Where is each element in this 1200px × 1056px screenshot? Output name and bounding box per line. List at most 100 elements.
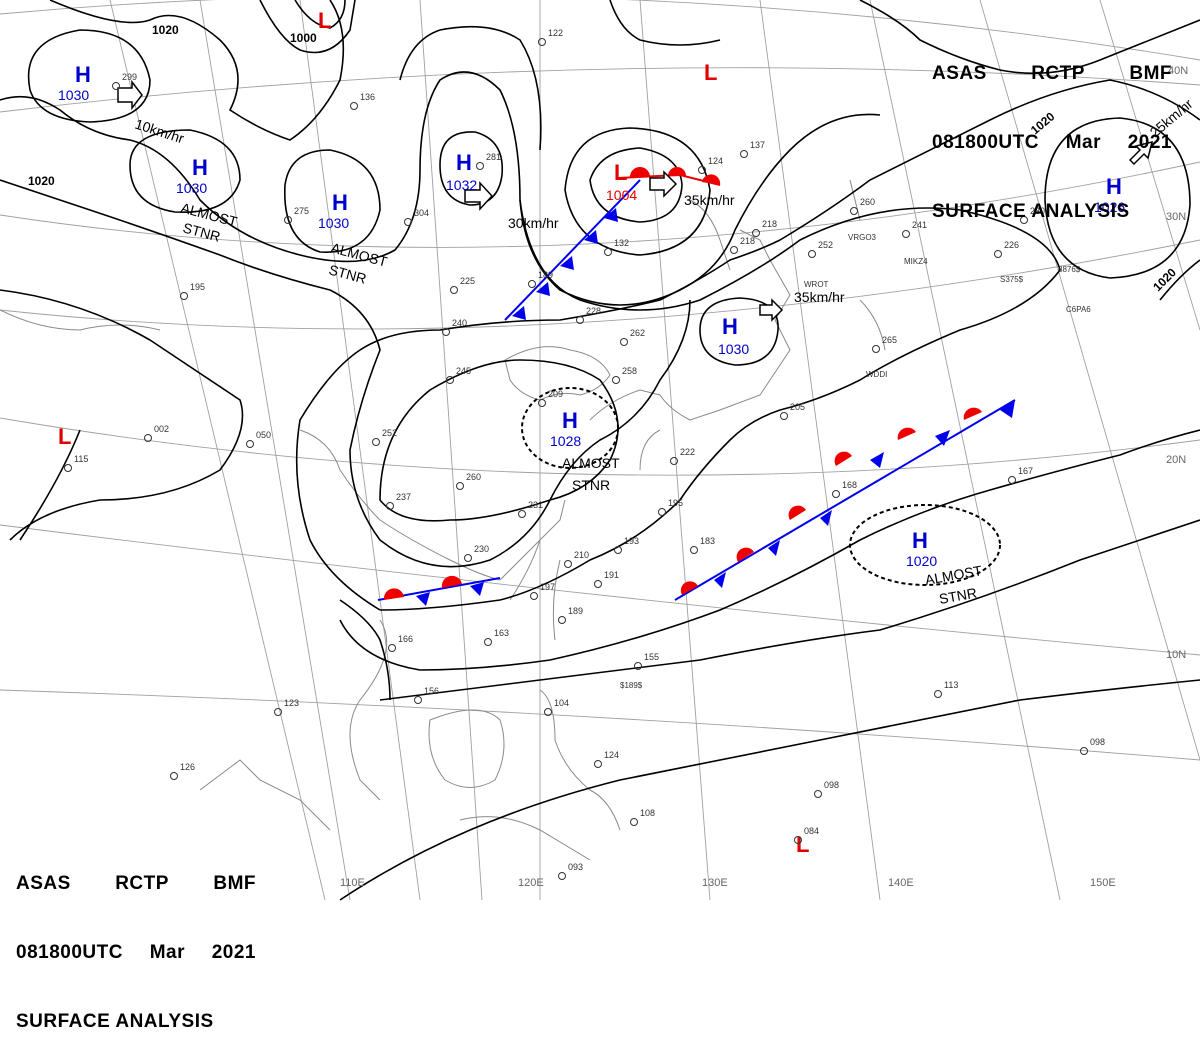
coastlines [0, 179, 886, 861]
station-circle [456, 482, 464, 490]
station-pressure: 275 [294, 206, 309, 216]
station-circle [808, 250, 816, 258]
station-pressure: 050 [256, 430, 271, 440]
station-circle [518, 510, 526, 518]
high-center-value: 1026 [1094, 199, 1125, 215]
high-center-letter: H [722, 314, 738, 339]
station-circle [442, 328, 450, 336]
station-pressure: 252 [818, 240, 833, 250]
station-circle [794, 836, 802, 844]
station-pressure: 108 [640, 808, 655, 818]
station-pressure: 166 [398, 634, 413, 644]
station-pressure: 132 [614, 238, 629, 248]
low-center-letter: L [614, 160, 627, 185]
station-pressure: 155 [644, 652, 659, 662]
station-pressure: 191 [604, 570, 619, 580]
station-circle [350, 102, 358, 110]
lat-label-30n: 30N [1166, 211, 1186, 223]
station-pressure: 195 [190, 282, 205, 292]
station-pressure: 222 [680, 447, 695, 457]
station-pressure: 168 [842, 480, 857, 490]
stnr-label: STNR [938, 585, 978, 607]
station-pressure: 124 [604, 750, 619, 760]
station-pressure: 281 [486, 152, 501, 162]
station-circle [902, 230, 910, 238]
station-pressure: 193 [624, 536, 639, 546]
lat-lon-grid [0, 0, 1200, 901]
valid-time: 081800UTC [16, 942, 123, 963]
dashed-isobars [521, 387, 1001, 586]
month: Mar [1065, 132, 1101, 153]
center-code: RCTP [115, 873, 169, 894]
station-pressure: 241 [912, 220, 927, 230]
station-pressure: 189 [568, 606, 583, 616]
station-pressure: 195 [668, 498, 683, 508]
station-circle [612, 376, 620, 384]
high-center-value: 1028 [550, 433, 581, 449]
station-circle [274, 708, 282, 716]
station-circle [530, 592, 538, 600]
low-center-letter: L [704, 60, 717, 85]
station-pressure: 240 [452, 318, 467, 328]
surface-analysis-map: 110E 120E 130E 140E 150E 40N 30N 20N 10N… [0, 0, 1200, 901]
station-id: WROT [804, 280, 829, 289]
station-circle [246, 440, 254, 448]
station-circle [558, 872, 566, 880]
station-pressure: 228 [586, 306, 601, 316]
station-pressure: 126 [180, 762, 195, 772]
station-pressure: 218 [762, 219, 777, 229]
time-line: 081800UTC Mar 2021 [932, 131, 1172, 154]
station-pressure: 299 [122, 72, 137, 82]
valid-time: 081800UTC [932, 132, 1039, 153]
station-pressure: 113 [944, 680, 958, 690]
station-pressure: 226 [1004, 240, 1019, 250]
high-center-letter: H [562, 408, 578, 433]
pressure-centers: H 1030 H 1030 H 1030 H 1032 H 1030 H 102… [58, 8, 1125, 857]
station-pressure: 225 [460, 276, 475, 286]
high-center-letter: H [912, 528, 928, 553]
station-circle [690, 546, 698, 554]
high-center-letter: H [332, 190, 348, 215]
station-id: 8876$ [1058, 265, 1081, 274]
station-id: VRGO3 [848, 233, 877, 242]
station-pressure: 183 [700, 536, 715, 546]
time-line: 081800UTC Mar 2021 [16, 941, 256, 964]
station-pressure: 104 [554, 698, 569, 708]
station-pressure: 258 [622, 366, 637, 376]
isobar-label: 1020 [28, 174, 55, 188]
station-id: MIKZ4 [904, 257, 928, 266]
station-circle [780, 412, 788, 420]
station-circle [144, 434, 152, 442]
high-center-value: 1030 [718, 341, 749, 357]
lon-label-140e: 140E [888, 877, 914, 889]
station-id: C6PA6 [1066, 305, 1091, 314]
almost-label: ALMOST [562, 455, 620, 471]
center-code: RCTP [1031, 63, 1085, 84]
low-center-letter: L [318, 8, 331, 33]
lat-label-10n: 10N [1166, 649, 1186, 661]
station-pressure: 260 [860, 197, 875, 207]
station-circle [538, 399, 546, 407]
station-circle [538, 38, 546, 46]
station-circle [464, 554, 472, 562]
high-center-value: 1030 [58, 87, 89, 103]
station-circle [1008, 476, 1016, 484]
agency-code: ASAS [932, 63, 987, 84]
station-circle [934, 690, 942, 698]
station-plots: 299 304 225 240 245 252 237 230 260 231 210 197 189 1… [64, 28, 1105, 880]
station-circle [1080, 747, 1088, 755]
station-circle [752, 229, 760, 237]
station-pressure: 262 [630, 328, 645, 338]
station-pressure: 260 [466, 472, 481, 482]
station-pressure: 084 [804, 826, 819, 836]
station-circle [994, 250, 1002, 258]
station-pressure: 167 [1018, 466, 1033, 476]
header-bottom: ASAS RCTP BMF 081800UTC Mar 2021 SURFACE… [16, 826, 256, 1056]
station-pressure: 230 [474, 544, 489, 554]
station-pressure: 163 [494, 628, 509, 638]
motion-speed-label: 30km/hr [508, 215, 559, 231]
high-center-letter: H [1106, 174, 1122, 199]
analysis-title: SURFACE ANALYSIS [932, 201, 1130, 222]
station-pressure: 123 [284, 698, 299, 708]
lat-label-40n: 40N [1168, 65, 1188, 77]
